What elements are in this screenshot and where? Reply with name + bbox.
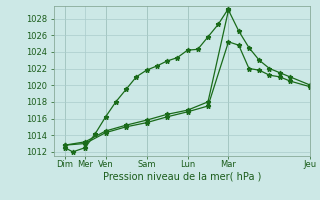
X-axis label: Pression niveau de la mer( hPa ): Pression niveau de la mer( hPa ) bbox=[103, 172, 261, 182]
